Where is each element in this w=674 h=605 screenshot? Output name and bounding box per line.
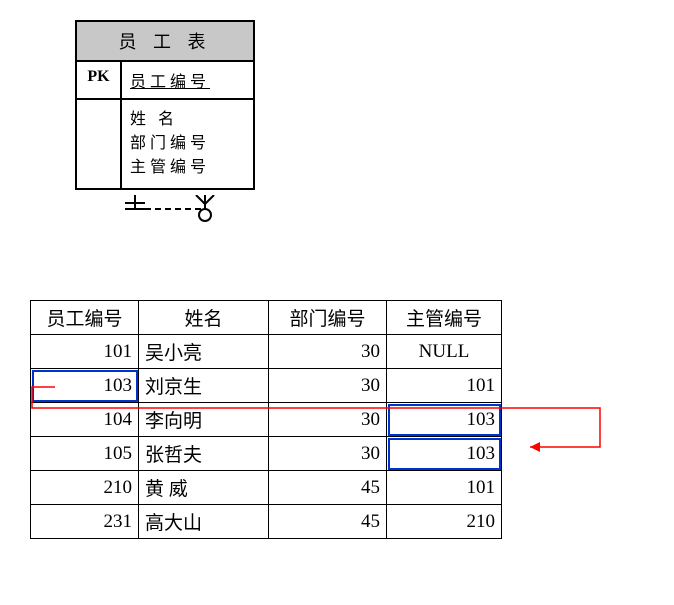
cell-dept: 45 <box>269 505 387 539</box>
cell-mgr: 103 <box>387 403 502 437</box>
cell-dept: 30 <box>269 369 387 403</box>
entity-field: 主管编号 <box>130 156 245 180</box>
pk-field: 员工编号 <box>122 62 253 98</box>
cell-mgr: 101 <box>387 471 502 505</box>
col-header-id: 员工编号 <box>31 301 139 335</box>
table-row: 103刘京生30101 <box>31 369 502 403</box>
entity-fields: 姓 名 部门编号 主管编号 <box>122 100 253 188</box>
entity-box: 员 工 表 PK 员工编号 姓 名 部门编号 主管编号 <box>75 20 255 190</box>
cell-name: 刘京生 <box>139 369 269 403</box>
cell-mgr: NULL <box>387 335 502 369</box>
cell-id: 103 <box>31 369 139 403</box>
cell-dept: 45 <box>269 471 387 505</box>
cell-name: 张哲夫 <box>139 437 269 471</box>
table-row: 210黄 威45101 <box>31 471 502 505</box>
cell-name: 李向明 <box>139 403 269 437</box>
table-header-row: 员工编号 姓名 部门编号 主管编号 <box>31 301 502 335</box>
entity-fields-row: 姓 名 部门编号 主管编号 <box>77 100 253 188</box>
table-row: 231高大山45210 <box>31 505 502 539</box>
cell-id: 104 <box>31 403 139 437</box>
cell-id: 231 <box>31 505 139 539</box>
cell-mgr: 103 <box>387 437 502 471</box>
col-header-dept: 部门编号 <box>269 301 387 335</box>
col-header-mgr: 主管编号 <box>387 301 502 335</box>
cell-name: 黄 威 <box>139 471 269 505</box>
entity-field: 姓 名 <box>130 108 245 132</box>
fields-spacer <box>77 100 122 188</box>
table-row: 104李向明30103 <box>31 403 502 437</box>
cell-name: 高大山 <box>139 505 269 539</box>
cell-dept: 30 <box>269 335 387 369</box>
cell-dept: 30 <box>269 437 387 471</box>
data-table: 员工编号 姓名 部门编号 主管编号 101吴小亮30NULL103刘京生3010… <box>30 300 502 539</box>
entity-title: 员 工 表 <box>77 22 253 62</box>
cell-name: 吴小亮 <box>139 335 269 369</box>
cell-id: 210 <box>31 471 139 505</box>
entity-field: 部门编号 <box>130 132 245 156</box>
table-row: 105张哲夫30103 <box>31 437 502 471</box>
self-ref-connector <box>100 195 240 230</box>
table-row: 101吴小亮30NULL <box>31 335 502 369</box>
pk-label: PK <box>77 62 122 98</box>
cell-id: 105 <box>31 437 139 471</box>
entity-pk-row: PK 员工编号 <box>77 62 253 100</box>
col-header-name: 姓名 <box>139 301 269 335</box>
cell-id: 101 <box>31 335 139 369</box>
cell-mgr: 210 <box>387 505 502 539</box>
cell-mgr: 101 <box>387 369 502 403</box>
table-body: 101吴小亮30NULL103刘京生30101104李向明30103105张哲夫… <box>31 335 502 539</box>
cell-dept: 30 <box>269 403 387 437</box>
